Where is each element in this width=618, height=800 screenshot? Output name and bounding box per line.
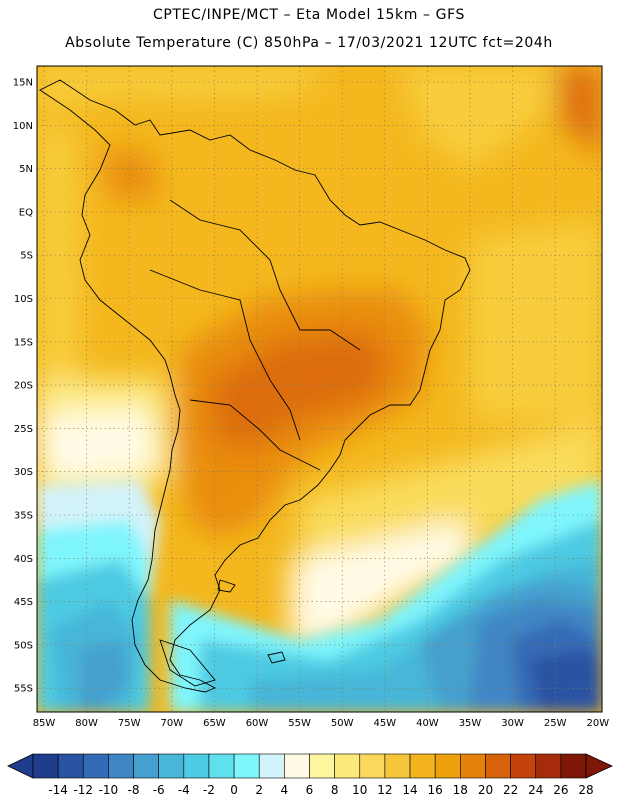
colorbar-label: 0 bbox=[230, 783, 238, 797]
temperature-field bbox=[37, 66, 602, 712]
latitude-labels: 15N 10N 5N EQ 5S 10S 15S 20S 25S 30S 35S 40S 45S 50S 5… bbox=[13, 78, 33, 695]
colorbar-label: 26 bbox=[553, 783, 568, 797]
lat-label: 15S bbox=[14, 337, 33, 348]
colorbar-label: 14 bbox=[402, 783, 417, 797]
lat-label: 5N bbox=[19, 164, 33, 175]
lon-label: 40W bbox=[416, 718, 439, 729]
colorbar-swatch bbox=[208, 753, 235, 779]
lon-label: 65W bbox=[203, 718, 226, 729]
lat-label: 10N bbox=[13, 121, 33, 132]
colorbar-min-arrow bbox=[7, 753, 34, 779]
colorbar-label: 8 bbox=[331, 783, 339, 797]
colorbar-label: 16 bbox=[428, 783, 443, 797]
lat-label: 30S bbox=[14, 467, 33, 478]
colorbar-label: 20 bbox=[478, 783, 493, 797]
lon-label: 80W bbox=[75, 718, 98, 729]
lon-label: 35W bbox=[459, 718, 482, 729]
lon-label: 45W bbox=[373, 718, 396, 729]
lon-label: 85W bbox=[33, 718, 56, 729]
lon-label: 50W bbox=[331, 718, 354, 729]
lon-label: 70W bbox=[160, 718, 183, 729]
lat-label: 15N bbox=[13, 78, 33, 89]
lat-label: 55S bbox=[14, 684, 33, 695]
map-title-line-1: CPTEC/INPE/MCT – Eta Model 15km – GFS bbox=[152, 7, 466, 23]
colorbar-swatch bbox=[359, 753, 386, 779]
colorbar-label: 18 bbox=[453, 783, 468, 797]
colorbar-swatch bbox=[108, 753, 134, 779]
colorbar-label: 28 bbox=[578, 783, 593, 797]
colorbar-max-arrow bbox=[585, 753, 613, 779]
colorbar-swatch bbox=[284, 753, 310, 779]
lat-label: 50S bbox=[14, 640, 33, 651]
colorbar-swatch bbox=[57, 753, 84, 779]
colorbar-swatch bbox=[560, 753, 587, 779]
colorbar-swatch bbox=[510, 753, 537, 779]
colorbar-swatch bbox=[384, 753, 411, 779]
lat-label: 10S bbox=[14, 294, 33, 305]
colorbar-swatch bbox=[82, 753, 109, 779]
colorbar-labels: -14 -12 -10 -8 -6 -4 -2 0 2 4 6 8 10 12 14 16 18 20 22 24 26… bbox=[48, 783, 593, 797]
colorbar-swatch bbox=[158, 753, 185, 779]
lat-label: 20S bbox=[14, 381, 33, 392]
colorbar-label: -4 bbox=[178, 783, 190, 797]
lat-label: 5S bbox=[20, 251, 33, 262]
lat-label: 40S bbox=[14, 554, 33, 565]
colorbar-label: -2 bbox=[203, 783, 215, 797]
map-frame bbox=[36, 65, 603, 713]
colorbar-label: -14 bbox=[48, 783, 68, 797]
lon-label: 55W bbox=[288, 718, 311, 729]
colorbar-swatch bbox=[434, 753, 461, 779]
colorbar-swatch bbox=[460, 753, 486, 779]
colorbar-label: -10 bbox=[99, 783, 119, 797]
lon-label: 60W bbox=[246, 718, 269, 729]
colorbar-label: 24 bbox=[528, 783, 543, 797]
map-title-line-2: Absolute Temperature (C) 850hPa – 17/03/… bbox=[65, 35, 553, 51]
colorbar-label: 10 bbox=[352, 783, 367, 797]
colorbar-swatch bbox=[258, 753, 285, 779]
lat-label: EQ bbox=[19, 207, 33, 218]
lat-label: 35S bbox=[14, 511, 33, 522]
lon-label: 75W bbox=[118, 718, 141, 729]
colorbar-label: 4 bbox=[281, 783, 289, 797]
colorbar bbox=[7, 753, 613, 779]
colorbar-label: 12 bbox=[377, 783, 392, 797]
colorbar-label: -6 bbox=[153, 783, 165, 797]
colorbar-swatch bbox=[334, 753, 361, 779]
lon-label: 25W bbox=[544, 718, 567, 729]
colorbar-swatch bbox=[535, 753, 562, 779]
colorbar-swatch bbox=[485, 753, 511, 779]
colorbar-label: 22 bbox=[503, 783, 518, 797]
lon-label: 20W bbox=[586, 718, 609, 729]
colorbar-swatch bbox=[133, 753, 159, 779]
coastline-outline bbox=[39, 79, 471, 693]
lat-label: 45S bbox=[14, 597, 33, 608]
colorbar-swatch bbox=[32, 753, 59, 779]
lat-label: 25S bbox=[14, 424, 33, 435]
colorbar-label: 6 bbox=[306, 783, 314, 797]
colorbar-label: -8 bbox=[128, 783, 140, 797]
colorbar-swatch bbox=[183, 753, 210, 779]
colorbar-label: 2 bbox=[255, 783, 263, 797]
colorbar-label: -12 bbox=[73, 783, 93, 797]
lon-label: 30W bbox=[501, 718, 524, 729]
colorbar-swatch bbox=[409, 753, 436, 779]
longitude-labels: 85W 80W 75W 70W 65W 60W 55W 50W 45W 40W 35W 30W 25W 2… bbox=[33, 718, 610, 729]
colorbar-swatch bbox=[233, 753, 260, 779]
colorbar-swatch bbox=[309, 753, 335, 779]
